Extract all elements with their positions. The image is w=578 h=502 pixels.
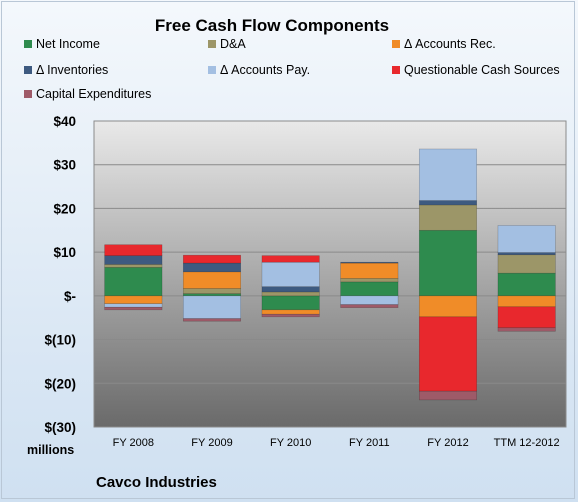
bar-segment-danda: [104, 264, 163, 268]
bar-segment-delta-accounts-rec: [418, 295, 478, 318]
bar-segment-delta-accounts-pay: [418, 148, 478, 201]
bar-segment-delta-inventories: [261, 286, 320, 293]
bar-segment-danda: [418, 204, 478, 231]
gridlines: [94, 120, 566, 428]
legend-label-delta-inventories: Δ Inventories: [36, 63, 108, 77]
legend-swatch-danda: [208, 40, 216, 48]
x-tick-label: FY 2008: [113, 437, 154, 449]
legend-label-net-income: Net Income: [36, 37, 100, 51]
bar-segment-delta-accounts-rec: [497, 295, 556, 308]
legend-label-delta-accounts-pay: Δ Accounts Pay.: [220, 63, 310, 77]
legend-swatch-delta-inventories: [24, 66, 32, 74]
bars: [104, 148, 556, 401]
bar-segment-capital-expenditures: [340, 304, 399, 308]
bar-segment-questionable-cash-sources: [104, 244, 163, 256]
bar-segment-delta-accounts-rec: [182, 271, 242, 289]
y-tick-label: $20: [53, 201, 76, 216]
bar-segment-danda: [182, 288, 242, 294]
y-tick-label: $-: [64, 289, 76, 304]
bar-segment-danda: [497, 254, 556, 274]
bar-segment-delta-accounts-pay: [261, 261, 320, 287]
x-tick-label: FY 2009: [191, 437, 232, 449]
y-tick-label: $(30): [44, 420, 76, 435]
bar-segment-delta-accounts-pay: [104, 303, 163, 308]
plot-area: [93, 120, 567, 428]
legend-swatch-net-income: [24, 40, 32, 48]
bar-segment-delta-inventories: [340, 261, 399, 264]
y-tick-label: $10: [53, 245, 76, 260]
bar-segment-capital-expenditures: [182, 318, 242, 322]
legend-swatch-delta-accounts-pay: [208, 66, 216, 74]
chart-title: Free Cash Flow Components: [155, 16, 389, 35]
bar-segment-delta-inventories: [104, 255, 163, 265]
legend-label-questionable-cash-sources: Questionable Cash Sources: [404, 63, 560, 77]
y-tick-label: $(20): [44, 376, 76, 391]
bar-segment-net-income: [261, 295, 320, 311]
bar-segment-net-income: [340, 281, 399, 297]
bar-segment-questionable-cash-sources: [497, 306, 556, 329]
legend-label-danda: D&A: [220, 37, 246, 51]
x-tick-label: TTM 12-2012: [494, 437, 560, 449]
x-tick-label: FY 2012: [427, 437, 468, 449]
y-unit-label: millions: [27, 443, 74, 457]
bar-segment-delta-inventories: [497, 252, 556, 256]
legend-swatch-capital-expenditures: [24, 90, 32, 98]
bar-segment-capital-expenditures: [497, 327, 556, 332]
bar-segment-capital-expenditures: [261, 313, 320, 318]
bar-segment-questionable-cash-sources: [182, 254, 242, 264]
bar-segment-danda: [340, 278, 399, 283]
y-tick-label: $40: [53, 114, 76, 129]
legend-label-delta-accounts-rec: Δ Accounts Rec.: [404, 37, 496, 51]
x-tick-label: FY 2010: [270, 437, 311, 449]
bar-segment-delta-accounts-rec: [104, 295, 163, 305]
bar-segment-delta-accounts-pay: [340, 295, 399, 305]
bar-segment-delta-accounts-pay: [497, 225, 556, 253]
bar-segment-net-income: [497, 272, 556, 297]
bar-segment-delta-accounts-rec: [340, 262, 399, 279]
y-tick-label: $30: [53, 158, 76, 173]
bar-segment-net-income: [182, 293, 242, 297]
bar-segment-delta-accounts-pay: [182, 295, 242, 319]
bar-segment-danda: [261, 291, 320, 297]
bar-segment-net-income: [104, 267, 163, 297]
bar-segment-net-income: [418, 229, 478, 297]
legend: Net Income D&A Δ Accounts Rec. Δ Inventorie…: [24, 37, 560, 101]
bar-segment-capital-expenditures: [104, 306, 163, 311]
bar-segment-delta-inventories: [418, 200, 478, 206]
bar-segment-questionable-cash-sources: [261, 255, 320, 263]
x-tick-label: FY 2011: [349, 437, 390, 449]
legend-label-capital-expenditures: Capital Expenditures: [36, 87, 151, 101]
company-name: Cavco Industries: [96, 474, 217, 491]
bar-segment-questionable-cash-sources: [418, 316, 478, 392]
bar-segment-delta-accounts-rec: [261, 309, 320, 315]
y-tick-label: $(10): [44, 333, 76, 348]
legend-swatch-questionable-cash-sources: [392, 66, 400, 74]
bar-segment-capital-expenditures: [418, 390, 478, 401]
y-axis-ticks: $40 $30 $20 $10 $- $(10) $(20) $(30): [44, 114, 76, 435]
bar-segment-delta-inventories: [182, 262, 242, 273]
legend-swatch-delta-accounts-rec: [392, 40, 400, 48]
x-axis-ticks: FY 2008 FY 2009 FY 2010 FY 2011 FY 2012 TTM 1…: [113, 437, 560, 449]
